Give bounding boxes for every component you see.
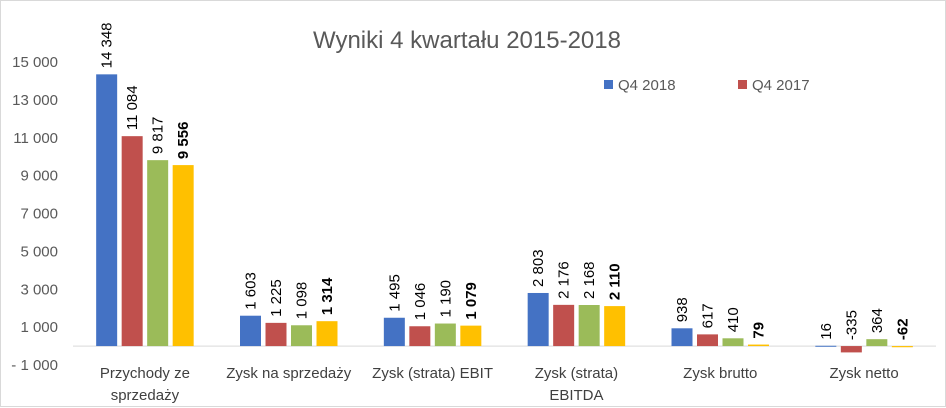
bars	[96, 74, 913, 353]
data-label: 1 603	[243, 272, 260, 310]
data-label: 1 314	[319, 277, 336, 315]
bar	[604, 306, 626, 347]
bar	[460, 325, 482, 347]
data-label: 1 046	[412, 283, 429, 321]
bar	[553, 304, 575, 347]
bar	[383, 317, 405, 347]
bar	[96, 74, 118, 347]
y-tick-label: 1 000	[20, 319, 58, 336]
category-label: Zysk netto	[829, 365, 898, 382]
bar	[434, 323, 456, 347]
chart-title: Wyniki 4 kwartału 2015-2018	[313, 27, 621, 54]
category-label: EBITDA	[549, 387, 603, 404]
bar	[697, 334, 718, 347]
data-label: 938	[674, 297, 691, 322]
data-label: 11 084	[124, 85, 141, 130]
y-axis: - 1 000 1 000 3 000 5 000 7 000 9 000 11 000 13…	[11, 54, 936, 374]
y-tick-label: 15 000	[12, 54, 58, 71]
bar	[265, 322, 287, 347]
y-tick-label: 9 000	[20, 168, 58, 185]
data-label: 1 190	[437, 280, 454, 318]
legend: Q4 2018 Q4 2017	[604, 77, 810, 94]
category-label: Zysk (strata) EBIT	[372, 365, 493, 382]
y-tick-label: 3 000	[20, 281, 58, 298]
data-label: -62	[894, 318, 911, 340]
bar	[891, 346, 913, 348]
legend-label: Q4 2018	[618, 77, 676, 94]
data-label: 1 495	[386, 274, 403, 312]
category-label: Zysk (strata)	[535, 365, 618, 382]
data-label: 1 225	[268, 279, 285, 317]
category-label: Zysk brutto	[683, 365, 757, 382]
data-label: 9 556	[175, 122, 192, 160]
y-tick-label: - 1 000	[11, 357, 58, 374]
data-labels: 14 348 11 084 9 817 9 556 1 603 1 225 1 098 1 3…	[99, 22, 912, 340]
data-label: 1 079	[463, 282, 480, 320]
data-label: 9 817	[150, 117, 167, 155]
bar	[147, 160, 169, 347]
bar	[671, 328, 693, 347]
data-label: 16	[818, 323, 835, 340]
data-label: 14 348	[99, 22, 116, 68]
bar	[815, 345, 837, 347]
data-label: 2 110	[607, 263, 624, 300]
legend-swatch	[738, 80, 747, 89]
bar	[722, 338, 744, 347]
bar	[316, 321, 338, 347]
category-label: Zysk na sprzedaży	[226, 365, 352, 382]
data-label: 2 176	[556, 261, 573, 299]
bar	[172, 165, 194, 347]
bar	[121, 136, 143, 347]
y-tick-label: 5 000	[20, 243, 58, 260]
y-tick-label: 13 000	[12, 92, 58, 109]
data-label: -335	[843, 310, 860, 340]
bar	[578, 305, 600, 347]
bar	[527, 292, 549, 347]
bar	[240, 315, 261, 347]
bar	[291, 325, 312, 347]
data-label: 410	[725, 307, 742, 332]
bar	[409, 326, 431, 347]
data-label: 617	[700, 303, 717, 328]
y-tick-label: 7 000	[20, 206, 58, 223]
data-label: 2 803	[530, 249, 547, 287]
category-label: Przychody ze	[100, 365, 190, 382]
legend-label: Q4 2017	[752, 77, 810, 94]
data-label: 1 098	[294, 282, 311, 320]
bar	[840, 346, 862, 353]
bar	[866, 339, 888, 347]
category-label: sprzedaży	[111, 387, 180, 404]
data-label: 364	[869, 308, 886, 333]
x-axis: Przychody ze sprzedaży Zysk na sprzedaży Zy…	[100, 365, 899, 404]
bar	[748, 344, 769, 347]
legend-swatch	[604, 80, 613, 89]
data-label: 2 168	[581, 261, 598, 299]
data-label: 79	[751, 322, 768, 339]
y-tick-label: 11 000	[13, 130, 58, 147]
